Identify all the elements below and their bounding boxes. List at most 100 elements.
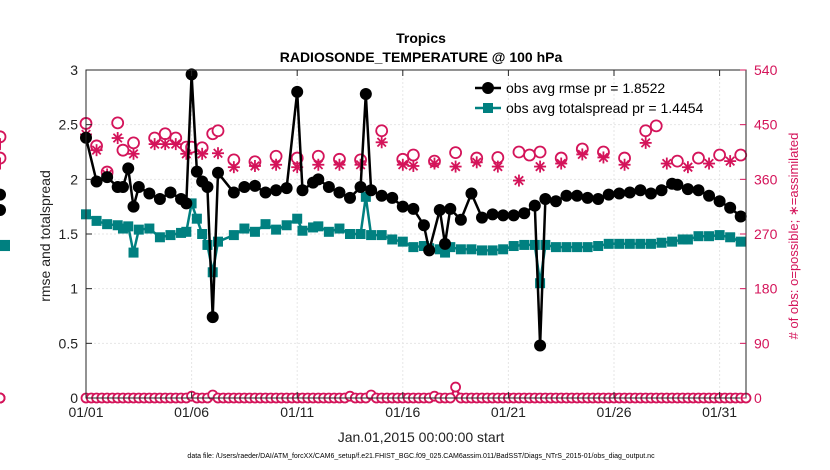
data-point: [682, 234, 693, 245]
data-point: [704, 231, 715, 242]
data-point: [454, 213, 467, 226]
data-point: [508, 241, 519, 252]
data-point: [249, 226, 260, 237]
legend-rmse-marker: [482, 82, 494, 94]
data-point: [333, 158, 346, 171]
asterisk-stroke: [170, 139, 181, 149]
data-point: [734, 148, 748, 162]
data-point: [111, 116, 125, 130]
data-point: [359, 88, 372, 101]
data-point: [180, 197, 193, 210]
data-point: [91, 215, 102, 226]
data-point: [417, 219, 430, 232]
y-axis-label: rmse and totalspread: [37, 170, 53, 302]
data-point: [692, 151, 705, 165]
data-point: [165, 230, 176, 241]
data-point: [228, 230, 239, 241]
data-point: [534, 160, 547, 173]
data-point: [397, 236, 408, 247]
data-point: [297, 225, 308, 236]
data-point: [280, 182, 293, 195]
data-point: [90, 175, 103, 188]
data-point: [540, 239, 551, 250]
y2-tick-label: 0: [754, 390, 762, 406]
asterisk-stroke: [661, 158, 672, 169]
data-point: [487, 245, 498, 256]
x-tick-label: 01/16: [385, 404, 420, 420]
y-tick-label: 2.5: [59, 117, 79, 133]
data-point: [523, 148, 536, 162]
data-point: [602, 188, 615, 201]
data-point: [677, 234, 688, 245]
data-point: [271, 224, 282, 235]
data-point: [191, 213, 202, 224]
y2-tick-label: 270: [754, 226, 778, 242]
data-point: [613, 187, 626, 200]
y-tick-label: 1: [70, 281, 78, 297]
data-point: [345, 229, 355, 239]
data-point: [123, 221, 134, 232]
data-point: [190, 165, 203, 178]
data-point: [667, 236, 678, 247]
data-point: [671, 178, 684, 191]
data-point: [449, 160, 462, 173]
data-point: [681, 183, 694, 196]
data-point: [176, 227, 187, 238]
x-tick-label: 01/26: [596, 404, 631, 420]
data-point: [597, 151, 610, 164]
data-point: [102, 219, 113, 230]
data-point: [571, 189, 584, 202]
asterisk-stroke: [334, 159, 345, 170]
legend-spread-label: obs avg totalspread pr = 1.4454: [506, 100, 704, 116]
data-point: [692, 184, 705, 197]
data-point: [618, 158, 631, 171]
data-point: [614, 238, 625, 249]
x-tick-label: 01/31: [702, 404, 737, 420]
y2-tick-label: 90: [754, 335, 770, 351]
data-point: [555, 157, 568, 170]
data-point: [477, 245, 487, 256]
data-point: [101, 171, 114, 184]
data-point: [423, 244, 436, 257]
data-point: [197, 229, 208, 239]
data-point: [407, 159, 420, 172]
asterisk-stroke: [250, 161, 260, 171]
data-point: [159, 138, 172, 151]
data-point: [239, 223, 250, 234]
asterisk-stroke: [128, 148, 139, 159]
data-point: [725, 232, 736, 243]
data-point: [635, 238, 646, 249]
data-point: [433, 203, 446, 216]
data-point: [656, 237, 667, 248]
data-point: [449, 146, 463, 160]
data-point: [248, 179, 261, 192]
data-point: [550, 242, 561, 253]
asterisk-stroke: [577, 149, 588, 160]
data-point: [512, 145, 526, 159]
data-point: [212, 166, 224, 179]
data-point: [714, 230, 725, 241]
y-tick-label: 3: [70, 62, 78, 78]
data-point: [703, 189, 716, 202]
data-point: [127, 200, 140, 213]
data-point: [207, 267, 218, 278]
data-point: [649, 119, 663, 133]
data-point: [535, 278, 546, 289]
data-point: [724, 201, 737, 214]
data-point: [323, 226, 334, 237]
data-point: [248, 159, 261, 172]
data-point: [734, 210, 747, 223]
x-tick-label: 01/21: [491, 404, 526, 420]
asterisk-stroke: [471, 157, 482, 168]
data-point: [561, 242, 572, 253]
data-point: [519, 239, 530, 250]
data-point: [572, 242, 583, 253]
data-point: [143, 187, 156, 200]
data-point: [518, 207, 531, 220]
data-point: [260, 219, 271, 230]
data-point: [470, 156, 483, 169]
data-point: [0, 188, 6, 201]
asterisk-stroke: [725, 156, 736, 166]
data-point: [406, 148, 420, 162]
left-axis: 0 0.5 1 1.5 2 2.5 3: [59, 62, 92, 406]
